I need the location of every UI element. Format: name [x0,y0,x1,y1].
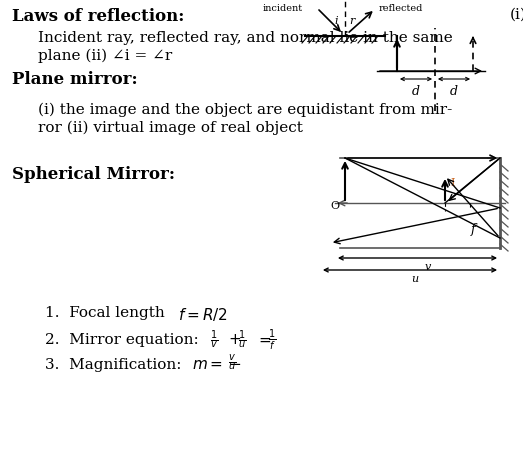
Text: ror (ii) virtual image of real object: ror (ii) virtual image of real object [38,121,303,136]
Text: $\frac{v}{u}$: $\frac{v}{u}$ [228,353,236,373]
Text: $\frac{1}{f}$: $\frac{1}{f}$ [268,328,276,353]
Text: 1.  Focal length: 1. Focal length [45,306,169,320]
Text: r: r [349,16,355,26]
Text: reflected: reflected [379,5,424,13]
Text: O: O [331,201,339,211]
Text: 3.  Magnification:: 3. Magnification: [45,358,186,372]
Text: 2.  Mirror equation:: 2. Mirror equation: [45,333,203,347]
Text: d: d [450,85,458,98]
Text: $\frac{1}{v}$: $\frac{1}{v}$ [210,328,218,351]
Text: Plane mirror:: Plane mirror: [12,71,138,88]
Text: $\frac{1}{u}$: $\frac{1}{u}$ [238,328,246,351]
Text: Laws of reflection:: Laws of reflection: [12,8,185,25]
Text: d: d [412,85,420,98]
Text: Spherical Mirror:: Spherical Mirror: [12,166,175,183]
Text: $=$: $=$ [256,333,272,347]
Text: $f = R/2$: $f = R/2$ [178,306,228,323]
Text: f: f [471,223,475,236]
Text: Incident ray, reflected ray, and normal lie in the same: Incident ray, reflected ray, and normal … [38,31,453,45]
Text: v: v [424,262,430,272]
Text: u: u [412,274,418,284]
Text: i: i [334,16,338,26]
Text: (i) the image and the object are equidistant from mir-: (i) the image and the object are equidis… [38,103,452,118]
Text: plane (ii) ∠i = ∠r: plane (ii) ∠i = ∠r [38,49,172,64]
Text: incident: incident [263,5,303,13]
Text: $+$: $+$ [228,333,241,347]
Text: I: I [451,178,455,188]
Text: (i): (i) [510,8,523,22]
Text: $m = -$: $m = -$ [192,358,242,372]
